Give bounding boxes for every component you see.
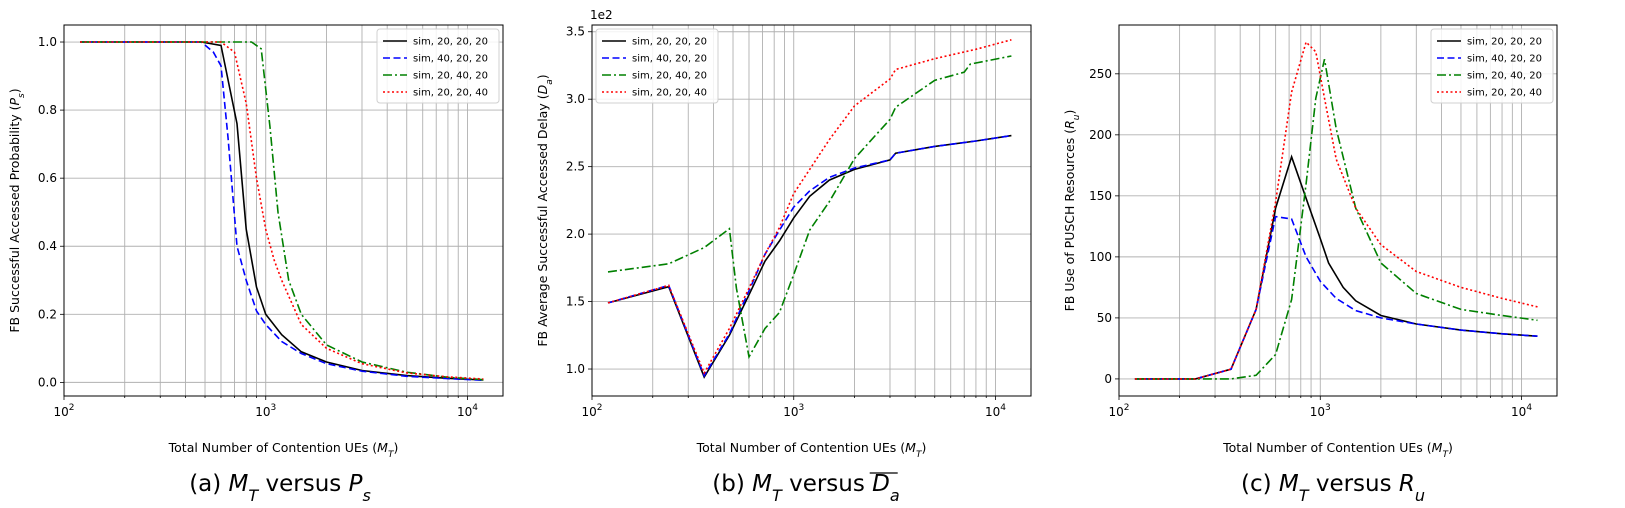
series-line-2	[1134, 215, 1538, 380]
x-tick-label: 103	[783, 403, 804, 419]
x-tick-label: 102	[581, 403, 602, 419]
plot-frame	[591, 24, 1032, 397]
legend-entry: sim, 20, 40, 20	[413, 71, 488, 82]
legend-entry: sim, 20, 20, 40	[632, 88, 707, 99]
legend: sim, 20, 20, 20 sim, 40, 20, 20 sim, 20, 4…	[1430, 28, 1554, 104]
x-tick-label: 104	[1511, 403, 1532, 419]
legend-entry: sim, 40, 20, 20	[1467, 54, 1542, 65]
x-tick-label: 102	[1108, 403, 1129, 419]
y-tick-label: 1.0	[38, 35, 57, 49]
legend-entry: sim, 20, 20, 40	[413, 88, 488, 99]
series-line-2	[607, 134, 1012, 378]
series-line-3	[80, 41, 484, 381]
series-line-3	[607, 55, 1012, 360]
legend-entry: sim, 20, 40, 20	[632, 71, 707, 82]
y-axis-label: FB Use of PUSCH Resources (Ru)	[1062, 110, 1082, 312]
legend-entry: sim, 20, 20, 20	[632, 37, 707, 48]
x-tick-label: 103	[1310, 403, 1331, 419]
subfigure-caption: (c) MT versus Ru	[1241, 471, 1425, 505]
x-axis-label: Total Number of Contention UEs (MT)	[1222, 440, 1453, 460]
y-tick-label: 1.5	[566, 295, 585, 309]
legend-entry: sim, 20, 40, 20	[1467, 71, 1542, 82]
x-tick-label: 104	[985, 403, 1006, 419]
series-line-4	[607, 39, 1012, 375]
y-tick-label: 100	[1089, 250, 1112, 264]
legend-box	[595, 28, 719, 104]
legend: sim, 20, 20, 20 sim, 40, 20, 20 sim, 20, 4…	[376, 28, 500, 104]
y-tick-label: 0	[1104, 372, 1112, 386]
y-axis-label: FB Successful Accessed Probability (Ps)	[7, 88, 27, 332]
plot-frame	[1118, 24, 1558, 397]
chart-panel-2: 1.0 1.5 2.0 2.5 3.0 3.5 102 103 104 1e2 sim, 20, 2…	[535, 8, 1032, 505]
y-offset-label: 1e2	[590, 8, 613, 22]
y-tick-label: 0.2	[38, 307, 57, 321]
y-tick-label: 3.5	[566, 25, 585, 39]
x-axis-label: Total Number of Contention UEs (MT)	[168, 440, 399, 460]
subfigure-caption: (b) MT versus Da	[712, 471, 899, 505]
legend-entry: sim, 20, 20, 40	[1467, 88, 1542, 99]
x-tick-label: 103	[255, 403, 276, 419]
legend-entry: sim, 20, 20, 20	[413, 37, 488, 48]
y-tick-label: 0.0	[38, 375, 57, 389]
y-tick-label: 2.0	[566, 227, 585, 241]
y-tick-label: 0.4	[38, 239, 57, 253]
legend-box	[1430, 28, 1554, 104]
y-tick-label: 50	[1097, 311, 1112, 325]
y-tick-label: 3.0	[566, 92, 585, 106]
legend-box	[376, 28, 500, 104]
y-axis-label: FB Average Successful Accessed Delay (Da…	[535, 74, 555, 346]
x-tick-label: 104	[457, 403, 478, 419]
y-tick-label: 200	[1089, 128, 1112, 142]
series-line-4	[80, 41, 484, 380]
y-tick-label: 0.6	[38, 171, 57, 185]
chart-panel-1: 0.0 0.2 0.4 0.6 0.8 1.0 102 103 104 sim, 20, 20, …	[7, 24, 504, 505]
y-tick-label: 2.5	[566, 160, 585, 174]
legend-entry: sim, 40, 20, 20	[413, 54, 488, 65]
legend-entry: sim, 40, 20, 20	[632, 54, 707, 65]
x-axis-label: Total Number of Contention UEs (MT)	[696, 440, 927, 460]
x-tick-label: 102	[53, 403, 74, 419]
legend-entry: sim, 20, 20, 20	[1467, 37, 1542, 48]
y-tick-label: 0.8	[38, 103, 57, 117]
y-tick-label: 250	[1089, 67, 1112, 81]
y-tick-label: 1.0	[566, 362, 585, 376]
plot-frame	[63, 24, 504, 397]
legend: sim, 20, 20, 20 sim, 40, 20, 20 sim, 20, 4…	[595, 28, 719, 104]
subfigure-caption: (a) MT versus Ps	[189, 471, 371, 505]
y-tick-label: 150	[1089, 189, 1112, 203]
series-line-3	[1134, 59, 1538, 380]
